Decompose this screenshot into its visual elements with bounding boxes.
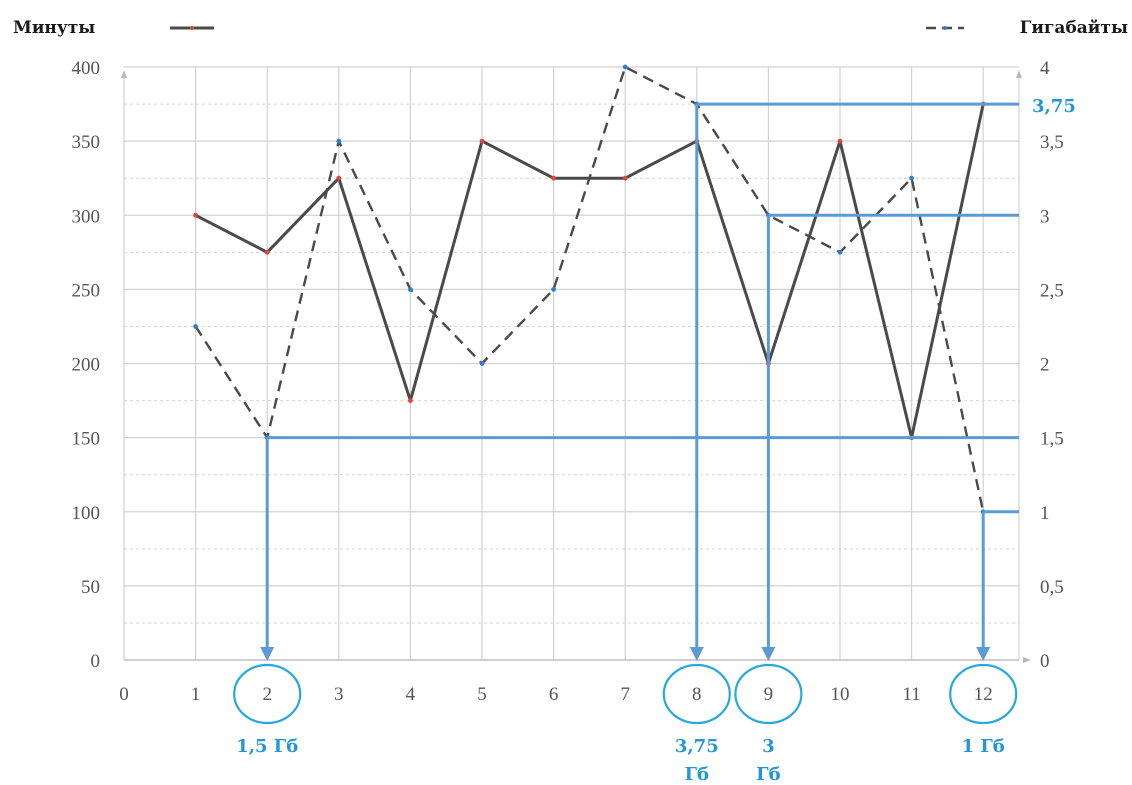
x-axis-arrow: [1023, 657, 1031, 663]
highlight-circle: [734, 663, 803, 725]
y-right-tick-label: 0,5: [1040, 577, 1064, 598]
guide-label: Гб: [685, 764, 709, 785]
x-tick-label: 11: [902, 684, 920, 705]
tick-labels: 05010015020025030035040000,511,522,533,5…: [72, 58, 1064, 705]
minutes-point: [479, 138, 485, 144]
y-right-tick-label: 2: [1040, 355, 1050, 376]
y-left-tick-label: 100: [72, 503, 101, 524]
y-left-tick-label: 200: [72, 355, 101, 376]
x-tick-label: 4: [406, 684, 416, 705]
y-left-tick-label: 300: [72, 206, 101, 227]
minutes-point: [264, 249, 270, 255]
minutes-point: [193, 212, 199, 218]
minutes-point: [408, 398, 413, 403]
legend-gigabytes-label: Гигабайты: [1020, 18, 1128, 38]
gigabytes-point: [193, 324, 199, 329]
legend-minutes-marker: [190, 26, 194, 30]
y-left-tick-label: 250: [72, 280, 101, 301]
y-axis-left-arrow: [121, 70, 127, 78]
right-level-label: 3,75: [1032, 96, 1076, 117]
y-right-tick-label: 0: [1040, 651, 1050, 672]
highlight-circle: [949, 663, 1018, 725]
legend-gigabytes-marker: [943, 26, 947, 30]
gigabytes-point: [622, 64, 628, 70]
x-tick-label: 6: [549, 684, 559, 705]
guide-arrow-head: [761, 647, 776, 661]
y-axis-right-arrow: [1016, 70, 1022, 78]
guide-label: 1,5 Гб: [236, 736, 298, 757]
y-right-tick-label: 2,5: [1040, 280, 1064, 301]
y-right-tick-label: 1,5: [1040, 429, 1064, 450]
legend: Минуты Гигабайты: [13, 18, 1128, 38]
x-tick-label: 3: [334, 684, 344, 705]
x-tick-label: 7: [620, 684, 630, 705]
minutes-line: [194, 103, 985, 440]
x-tick-label: 0: [119, 684, 129, 705]
axes: [121, 70, 1031, 663]
annotations: 1,5 Гб 3,75 Гб 3 Гб 1 Гб 3,75: [233, 96, 1076, 785]
x-tick-label: 12: [974, 684, 993, 705]
y-left-tick-label: 50: [81, 577, 100, 598]
minutes-point: [336, 175, 342, 181]
x-tick-label: 9: [764, 684, 774, 705]
y-right-tick-label: 3: [1040, 206, 1050, 227]
gigabytes-point: [336, 138, 342, 144]
y-right-tick-label: 3,5: [1040, 132, 1064, 153]
gigabytes-point: [408, 286, 413, 292]
x-tick-label: 5: [477, 684, 487, 705]
x-tick-label: 2: [262, 684, 272, 705]
y-left-tick-label: 400: [72, 58, 101, 79]
series-lines: [193, 64, 986, 515]
guide-label: Гб: [756, 764, 780, 785]
guide-label: 3: [762, 736, 775, 757]
grid: [124, 66, 1019, 660]
y-right-tick-label: 1: [1040, 503, 1050, 524]
guide-label: 3,75: [675, 736, 719, 757]
x-tick-label: 1: [191, 684, 201, 705]
guide-label: 1 Гб: [962, 736, 1005, 757]
guide-arrow-head: [260, 647, 275, 661]
guide-arrow-head: [689, 647, 704, 661]
gigabytes-point: [909, 175, 914, 181]
legend-minutes-label: Минуты: [13, 18, 95, 38]
minutes-point: [551, 175, 556, 181]
y-left-tick-label: 350: [72, 132, 101, 153]
x-tick-label: 8: [692, 684, 702, 705]
gigabytes-point: [479, 361, 485, 366]
gigabytes-point: [837, 249, 843, 255]
y-left-tick-label: 150: [72, 429, 101, 450]
y-right-tick-label: 4: [1040, 58, 1050, 79]
y-left-tick-label: 0: [91, 651, 101, 672]
x-tick-label: 10: [831, 684, 850, 705]
highlight-circle: [662, 663, 731, 725]
guide-arrow-head: [976, 647, 991, 661]
minutes-point: [622, 175, 628, 181]
gigabytes-point: [551, 286, 556, 292]
gigabytes-line: [194, 65, 985, 513]
minutes-point: [837, 138, 843, 144]
highlight-circle: [233, 663, 302, 725]
